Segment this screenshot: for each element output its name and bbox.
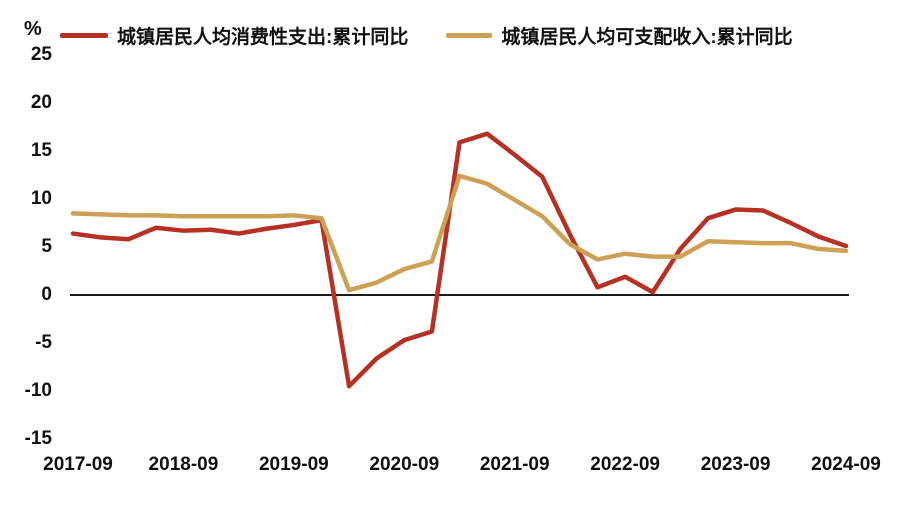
y-tick-label: 0	[41, 284, 52, 305]
legend-swatch-consumption	[60, 33, 108, 38]
y-tick-label: 15	[30, 140, 52, 161]
x-tick-label: 2023-09	[700, 454, 771, 475]
y-tick-label: -15	[24, 428, 52, 449]
x-tick-label: 2022-09	[590, 454, 661, 475]
x-tick-label: 2020-09	[369, 454, 440, 475]
y-tick-label: 25	[30, 44, 52, 65]
y-axis-unit-label: %	[24, 18, 42, 40]
legend: 城镇居民人均消费性支出:累计同比 城镇居民人均可支配收入:累计同比	[60, 22, 793, 49]
y-tick-label: -5	[35, 332, 52, 353]
series-line-income	[70, 173, 849, 293]
y-tick-label: -10	[24, 380, 52, 401]
y-tick-label: 5	[41, 236, 52, 257]
x-tick-label: 2017-09	[43, 454, 113, 475]
x-tick-label: 2024-09	[811, 454, 881, 475]
x-tick-label: 2021-09	[479, 454, 550, 475]
legend-swatch-income	[446, 33, 493, 38]
legend-label-consumption: 城镇居民人均消费性支出:累计同比	[117, 27, 409, 48]
x-tick-label: 2019-09	[258, 454, 329, 475]
series-line-consumption	[70, 131, 849, 389]
legend-label-income: 城镇居民人均可支配收入:累计同比	[501, 27, 793, 48]
y-tick-label: 20	[30, 92, 52, 113]
y-tick-label: 10	[30, 188, 52, 209]
x-tick-label: 2018-09	[148, 454, 219, 475]
